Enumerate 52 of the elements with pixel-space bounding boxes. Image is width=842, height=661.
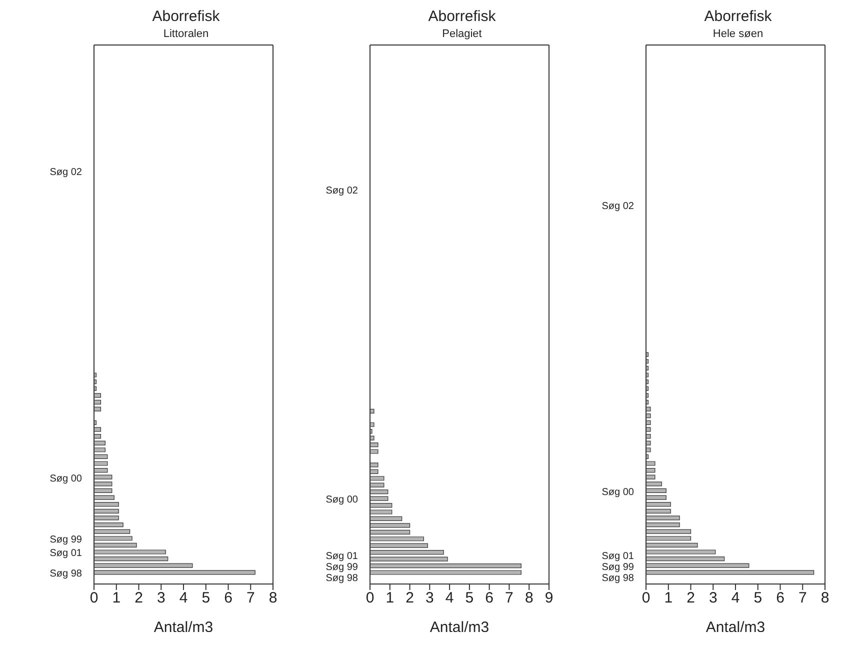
y-tick-label: Søg 01	[326, 550, 358, 562]
x-tick-label: 1	[112, 590, 121, 607]
chart-subtitle: Littoralen	[162, 28, 210, 42]
chart-title: Aborrefisk	[703, 8, 773, 27]
x-tick-label: 5	[754, 590, 762, 607]
x-tick-label: 8	[268, 590, 278, 607]
x-tick-label: 8	[820, 590, 830, 607]
chart-title: Aborrefisk	[427, 8, 497, 27]
y-tick-label: Søg 01	[50, 548, 82, 560]
x-tick-label: 0	[366, 590, 374, 607]
x-tick-label: 3	[156, 590, 166, 607]
y-tick-label: Søg 99	[326, 562, 358, 573]
x-tick-label: 5	[465, 590, 474, 607]
y-tick-label: Søg 02	[50, 166, 82, 178]
chart-title: Aborrefisk	[151, 8, 221, 27]
chart-subtitle: Hele søen	[712, 28, 764, 42]
y-tick-label: Søg 98	[326, 572, 358, 584]
x-tick-label: 2	[686, 590, 695, 607]
y-tick-label: Søg 01	[602, 550, 634, 562]
x-tick-label: 0	[642, 590, 650, 607]
x-tick-label: 9	[544, 590, 554, 607]
chart-subtitle: Pelagiet	[441, 28, 483, 42]
y-tick-label: Søg 02	[602, 200, 634, 212]
y-tick-label: Søg 00	[326, 494, 358, 506]
x-axis-title: Antal/m3	[430, 619, 490, 636]
x-tick-label: 5	[202, 590, 210, 607]
x-tick-label: 7	[798, 590, 807, 607]
x-tick-label: 4	[731, 590, 740, 607]
y-tick-label: Søg 98	[602, 572, 634, 584]
x-tick-label: 6	[224, 590, 232, 607]
y-tick-label: Søg 00	[50, 473, 82, 484]
y-tick-label: Søg 98	[50, 568, 82, 580]
x-tick-label: 1	[386, 590, 394, 607]
x-tick-label: 2	[134, 590, 143, 607]
x-tick-label: 4	[445, 590, 454, 607]
y-tick-label: Søg 00	[602, 486, 634, 498]
x-tick-label: 6	[776, 590, 784, 607]
x-tick-label: 4	[179, 590, 188, 607]
x-tick-label: 3	[425, 590, 434, 607]
x-axis-title: Antal/m3	[706, 619, 766, 636]
x-tick-label: 2	[406, 590, 414, 607]
x-tick-label: 7	[505, 590, 514, 607]
y-tick-label: Søg 99	[50, 534, 82, 546]
x-tick-label: 6	[485, 590, 494, 607]
y-tick-label: Søg 02	[326, 186, 358, 197]
x-tick-label: 7	[246, 590, 255, 607]
x-axis-title: Antal/m3	[154, 619, 214, 636]
x-tick-label: 3	[708, 590, 718, 607]
x-tick-label: 8	[524, 590, 534, 607]
x-tick-label: 1	[664, 590, 673, 607]
y-tick-label: Søg 99	[602, 562, 634, 573]
x-tick-label: 0	[90, 590, 98, 607]
